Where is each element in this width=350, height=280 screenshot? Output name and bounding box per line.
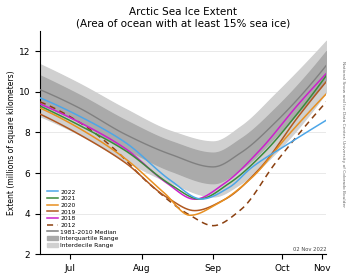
Text: 02 Nov 2022: 02 Nov 2022 [293,247,326,252]
Text: National Snow and Ice Data Center, University of Colorado Boulder: National Snow and Ice Data Center, Unive… [341,61,345,207]
Y-axis label: Extent (millions of square kilometers): Extent (millions of square kilometers) [7,70,16,215]
Legend: 2022, 2021, 2020, 2019, 2018, 2012, 1981-2010 Median, Interquartile Range, Inter: 2022, 2021, 2020, 2019, 2018, 2012, 1981… [46,188,120,249]
Title: Arctic Sea Ice Extent
(Area of ocean with at least 15% sea ice): Arctic Sea Ice Extent (Area of ocean wit… [76,7,290,29]
